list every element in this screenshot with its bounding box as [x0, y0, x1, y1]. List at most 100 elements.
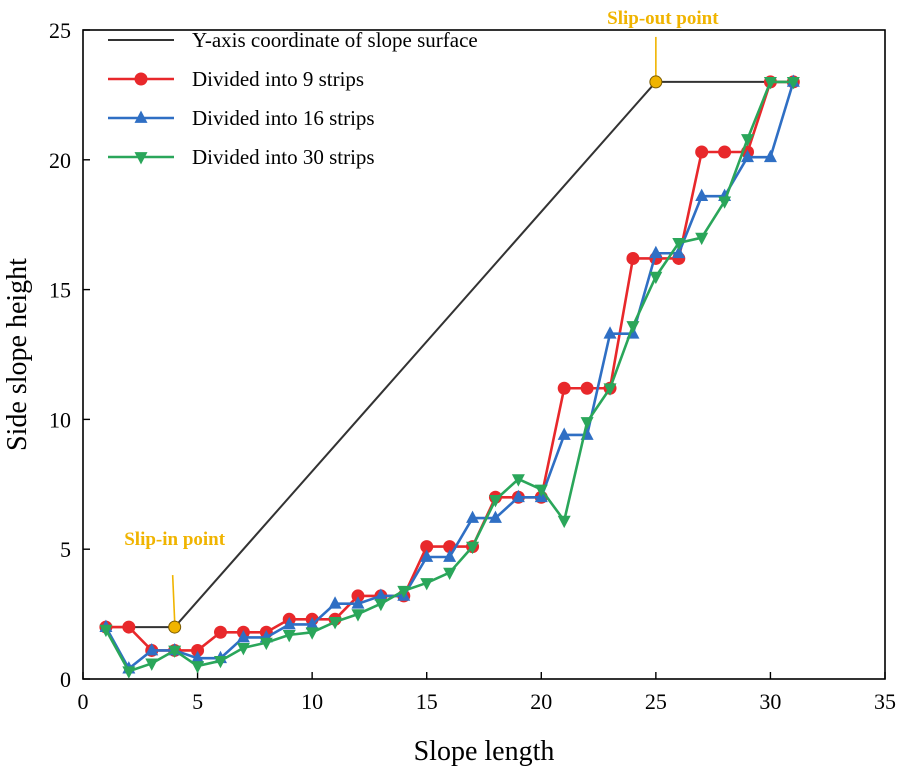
legend-label: Divided into 9 strips — [192, 67, 364, 91]
data-point — [626, 321, 640, 334]
data-point — [236, 629, 250, 643]
data-point — [122, 620, 136, 634]
data-point — [99, 624, 113, 638]
y-tick-label: 20 — [49, 148, 71, 173]
data-point — [351, 589, 365, 603]
data-point — [557, 427, 571, 440]
axes: 0 5 10 15 20 25 30 35 0 5 10 15 20 25 — [49, 18, 896, 714]
data-point — [134, 72, 148, 86]
data-point — [443, 567, 457, 581]
data-point — [626, 251, 640, 265]
data-point — [649, 271, 663, 285]
data-point — [603, 326, 617, 339]
data-point — [420, 540, 434, 554]
data-point — [718, 145, 732, 159]
data-point — [580, 417, 594, 430]
data-point — [672, 245, 686, 259]
y-axis-title: Side slope height — [2, 258, 33, 451]
y-tick-label: 0 — [60, 667, 71, 692]
series-3 — [99, 77, 800, 679]
data-point — [466, 541, 480, 555]
data-point — [443, 549, 457, 562]
x-tick-label: 25 — [645, 689, 667, 714]
series-line — [105, 80, 794, 629]
data-point — [557, 515, 571, 529]
series-line — [104, 81, 795, 670]
data-point — [603, 383, 617, 396]
data-point — [511, 474, 525, 487]
x-tick-label: 15 — [416, 689, 438, 714]
data-point — [305, 617, 319, 630]
y-tick-label: 5 — [60, 537, 71, 562]
data-point — [282, 617, 296, 630]
data-point — [420, 578, 434, 591]
data-point — [191, 650, 205, 664]
x-tick-label: 35 — [874, 689, 896, 714]
x-tick-label: 10 — [301, 689, 323, 714]
x-tick-label: 5 — [192, 689, 203, 714]
data-point — [134, 110, 148, 123]
x-axis-title: Slope length — [414, 736, 555, 767]
data-point — [213, 655, 227, 669]
data-point — [488, 510, 502, 523]
data-point — [374, 588, 388, 601]
data-point — [122, 666, 136, 679]
series-0 — [105, 80, 794, 629]
plot-frame — [82, 29, 886, 680]
legend-label: Divided into 30 strips — [192, 145, 375, 169]
y-tick-label: 25 — [49, 18, 71, 43]
annotations: Slip-in point Slip-out point — [124, 8, 719, 634]
annotation-marker — [168, 620, 182, 634]
legend: Y-axis coordinate of slope surface Divide… — [108, 28, 478, 169]
data-point — [466, 510, 480, 523]
data-point — [351, 596, 365, 609]
x-tick-label: 0 — [78, 689, 89, 714]
y-tick-label: 15 — [49, 278, 71, 303]
data-point — [580, 381, 594, 395]
data-point — [145, 642, 159, 656]
plot-series — [99, 74, 800, 679]
series-line — [104, 80, 794, 673]
data-point — [763, 149, 777, 163]
data-point — [763, 77, 777, 90]
data-point — [695, 145, 709, 159]
data-point — [191, 643, 205, 657]
data-point — [191, 661, 205, 674]
data-point — [511, 489, 525, 503]
data-point — [718, 196, 732, 209]
data-point — [672, 237, 686, 251]
data-point — [259, 637, 273, 651]
legend-label: Y-axis coordinate of slope surface — [192, 28, 478, 52]
data-point — [695, 188, 709, 202]
x-tick-label: 20 — [530, 689, 552, 714]
data-point — [305, 627, 319, 640]
data-point — [397, 585, 411, 599]
data-point — [351, 609, 365, 622]
legend-label: Divided into 16 strips — [192, 106, 375, 130]
data-point — [741, 134, 755, 147]
data-point — [134, 152, 148, 165]
data-point — [328, 617, 342, 630]
annotation-marker — [649, 75, 663, 89]
data-point — [695, 232, 709, 246]
data-point — [786, 77, 800, 90]
data-point — [741, 149, 755, 163]
annotation-label: Slip-in point — [124, 529, 226, 550]
y-tick-label: 10 — [49, 407, 71, 432]
data-point — [420, 549, 434, 562]
data-point — [649, 245, 663, 259]
data-point — [557, 381, 571, 395]
data-point — [488, 495, 502, 508]
annotation-pointer — [171, 575, 176, 622]
data-point — [168, 645, 182, 658]
data-point — [534, 484, 548, 497]
annotation-label: Slip-out point — [607, 8, 719, 29]
data-point — [328, 596, 342, 609]
x-tick-label: 30 — [759, 689, 781, 714]
data-point — [236, 642, 250, 656]
data-point — [282, 629, 296, 643]
data-point — [145, 658, 159, 671]
data-point — [374, 598, 388, 612]
data-point — [213, 625, 227, 639]
